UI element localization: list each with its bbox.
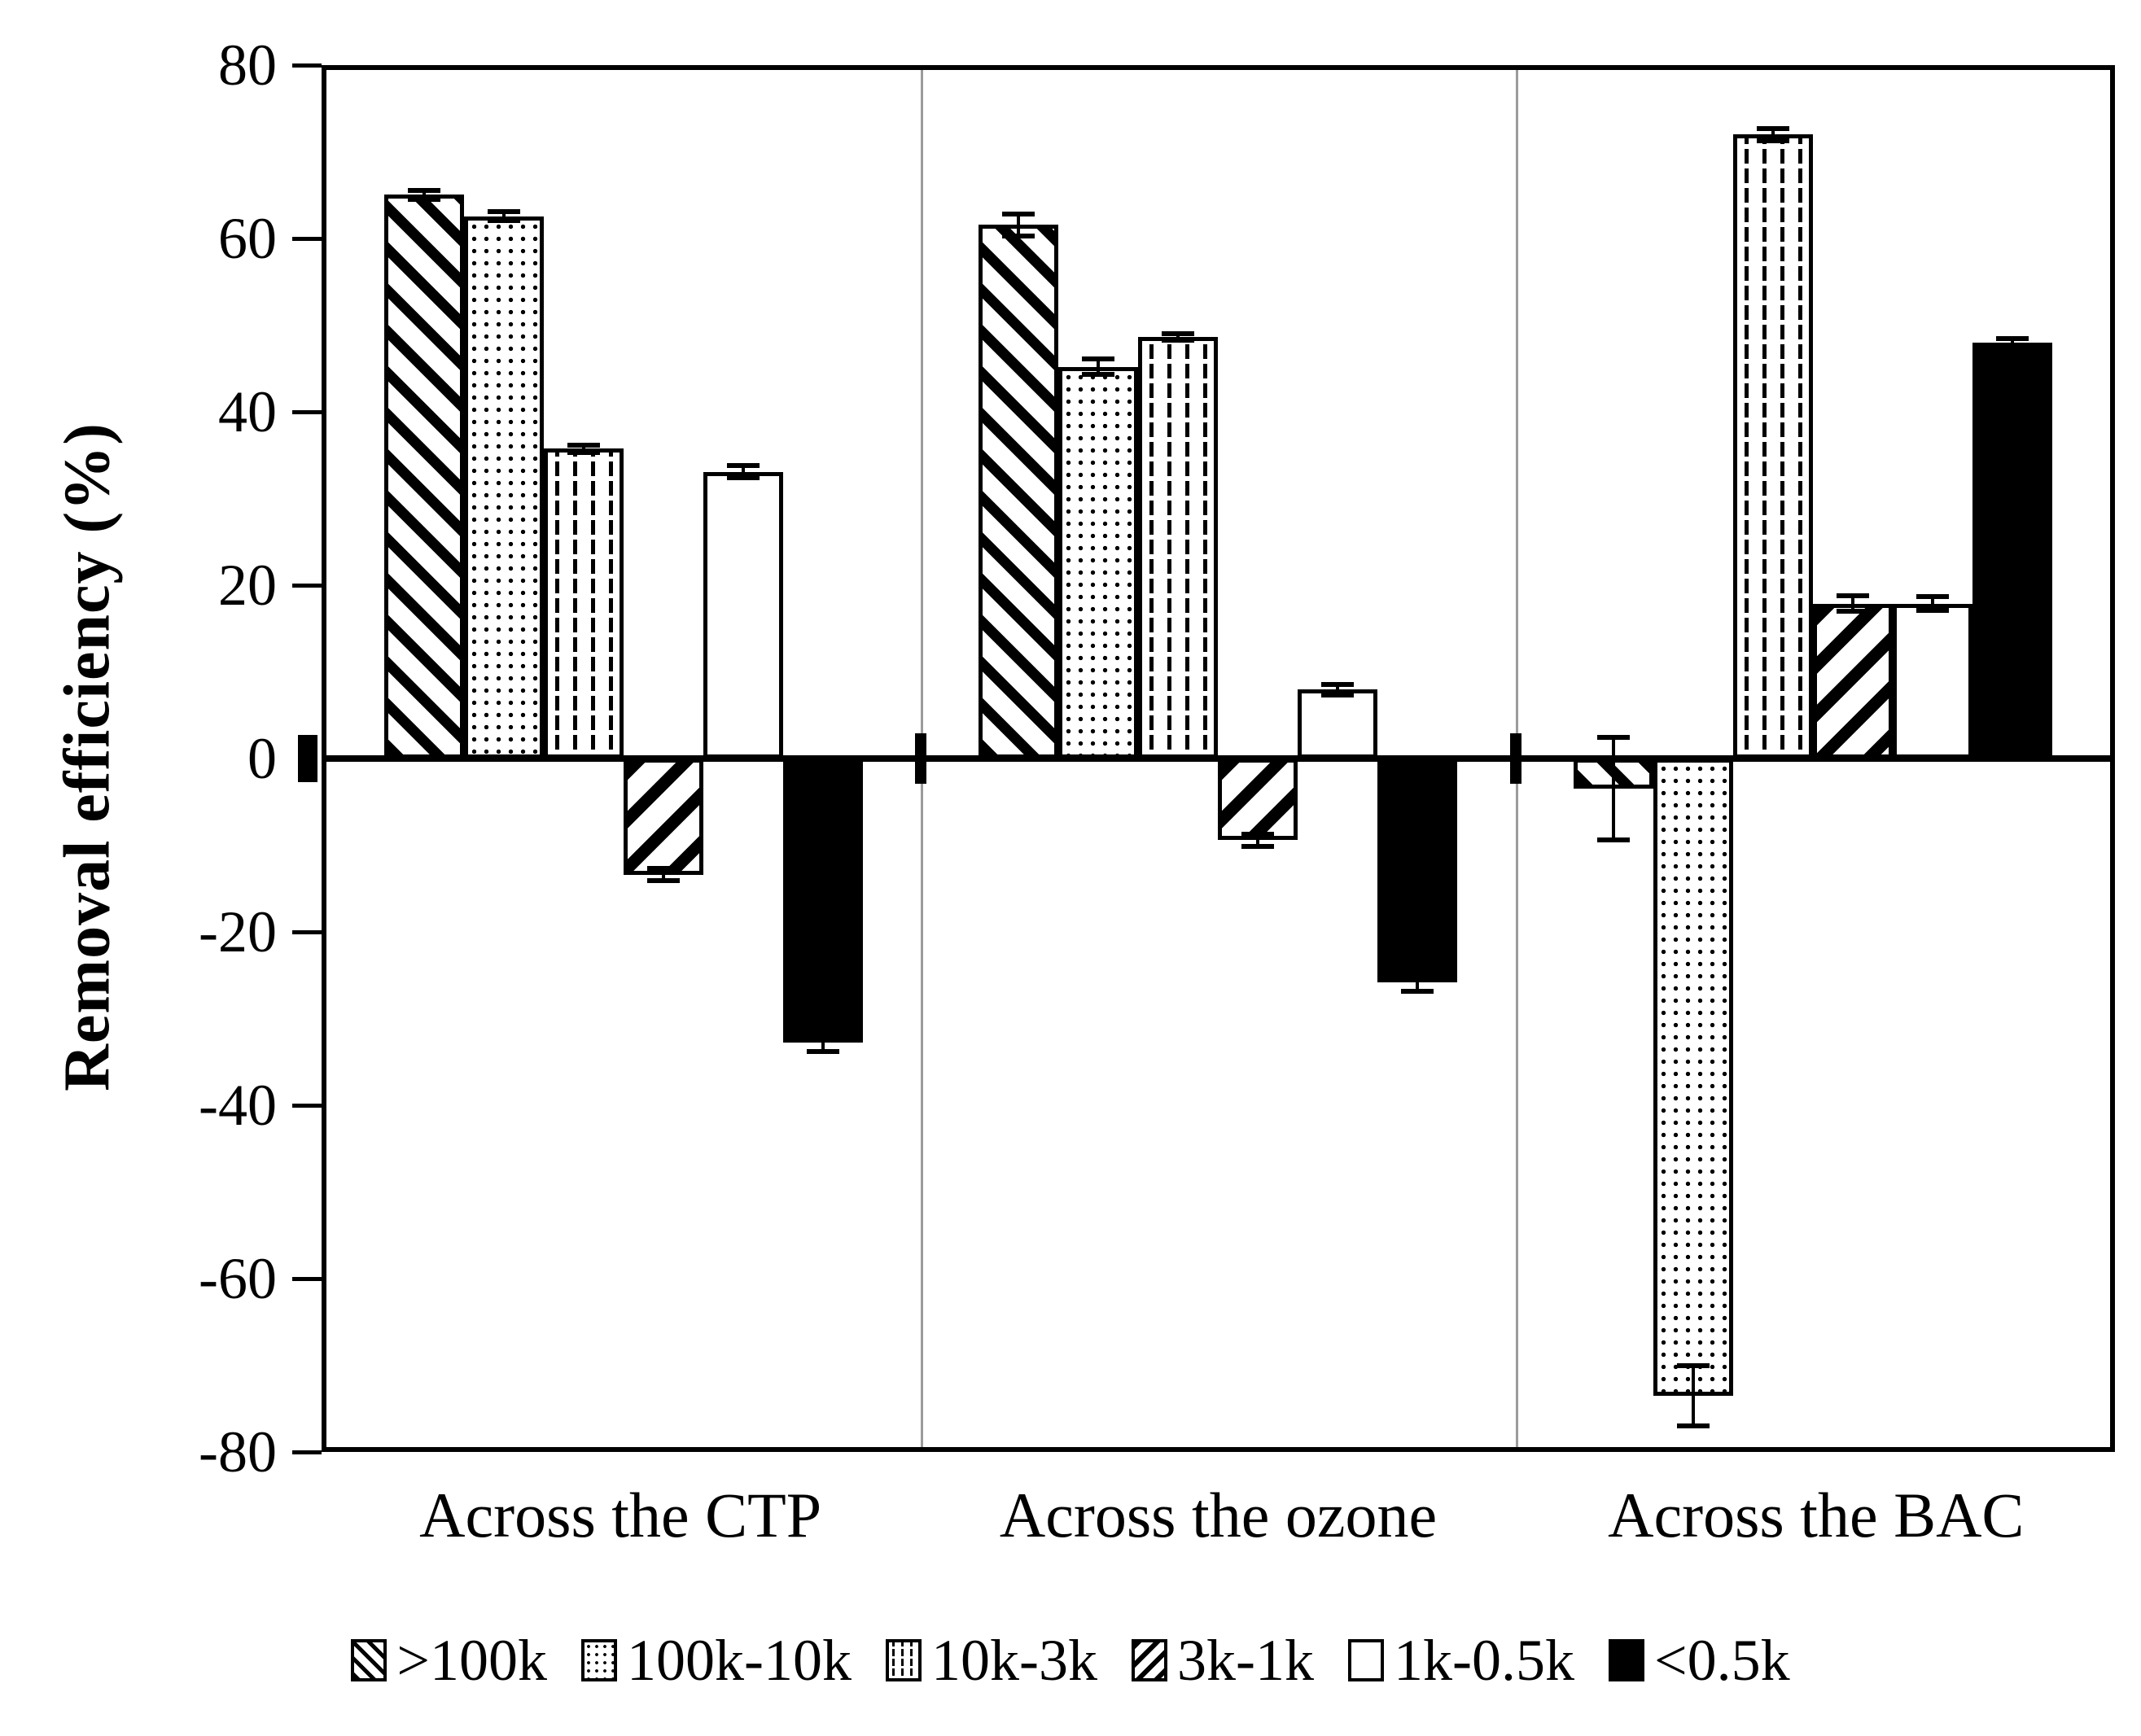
bar xyxy=(1138,336,1219,759)
legend-swatch-icon xyxy=(1608,1639,1644,1681)
error-bar xyxy=(1256,834,1260,846)
error-bar xyxy=(742,466,746,479)
bar-slot xyxy=(979,70,1059,1447)
y-tick-label: -60 xyxy=(199,1246,277,1311)
bar-slot xyxy=(544,70,624,1447)
bar xyxy=(1377,759,1458,982)
error-bar xyxy=(502,212,506,221)
zero-axis-line xyxy=(326,755,2110,762)
legend-label: <0.5k xyxy=(1653,1628,1790,1693)
bar-slot xyxy=(1377,70,1458,1447)
y-tick-mark xyxy=(292,1276,322,1281)
bar-slot xyxy=(464,70,545,1447)
bar xyxy=(703,471,784,759)
error-bar xyxy=(423,190,427,199)
legend-item: 100k-10k xyxy=(581,1624,852,1697)
error-bar xyxy=(1850,596,1854,612)
error-bar xyxy=(1416,973,1420,991)
x-category-label: Across the CTP xyxy=(419,1480,822,1550)
legend-swatch-icon xyxy=(1347,1639,1384,1681)
error-bar xyxy=(1336,684,1340,695)
legend-item: <0.5k xyxy=(1608,1624,1790,1697)
legend-swatch-icon xyxy=(581,1639,618,1681)
legend: >100k 100k-10k 10k-3k 3k-1k 1k-0.5k <0.5k xyxy=(0,1624,2141,1697)
y-tick-mark xyxy=(292,236,322,241)
error-bar xyxy=(2010,338,2014,348)
bar xyxy=(1298,689,1378,759)
bar-group xyxy=(326,70,921,1447)
y-tick-label: -80 xyxy=(199,1419,277,1485)
x-axis-labels: Across the CTP Across the ozone Across the… xyxy=(322,1475,2115,1556)
error-bar xyxy=(821,1034,825,1052)
bar-slot xyxy=(1972,70,2052,1447)
bar-group xyxy=(921,70,1515,1447)
bar xyxy=(1732,134,1813,759)
legend-swatch-icon xyxy=(351,1639,387,1681)
bar-slot xyxy=(1138,70,1219,1447)
y-tick-mark xyxy=(298,735,317,782)
y-axis-title: Removal efficiency (%) xyxy=(51,422,124,1091)
bar xyxy=(1892,603,1972,759)
bar-slot xyxy=(1298,70,1378,1447)
error-bar xyxy=(1611,737,1615,841)
y-tick-mark xyxy=(292,63,322,68)
legend-label: 10k-3k xyxy=(931,1628,1097,1693)
error-bar xyxy=(1176,333,1180,341)
error-bar xyxy=(662,868,666,881)
bar xyxy=(1812,603,1893,759)
y-tick-mark xyxy=(292,1103,322,1108)
bar-slot xyxy=(384,70,465,1447)
legend-swatch-icon xyxy=(886,1639,922,1681)
legend-label: 100k-10k xyxy=(627,1628,852,1693)
bar-slot xyxy=(1058,70,1139,1447)
legend-label: 3k-1k xyxy=(1177,1628,1314,1693)
legend-label: >100k xyxy=(396,1628,548,1693)
bar xyxy=(1972,343,2052,759)
legend-swatch-icon xyxy=(1132,1639,1167,1681)
x-axis-boundary-tick xyxy=(1509,733,1521,784)
bar-slot xyxy=(703,70,784,1447)
legend-item: 1k-0.5k xyxy=(1347,1624,1574,1697)
bar xyxy=(464,216,545,759)
y-tick-label: 80 xyxy=(218,33,277,98)
error-bar xyxy=(1691,1365,1695,1426)
bar xyxy=(783,759,864,1043)
bar-slot xyxy=(783,70,864,1447)
y-tick-mark xyxy=(292,409,322,414)
y-tick-mark xyxy=(292,1450,322,1454)
bar-slot xyxy=(624,70,704,1447)
bar xyxy=(1058,366,1139,759)
error-bar xyxy=(1017,213,1021,237)
legend-item: >100k xyxy=(351,1624,547,1697)
x-axis-boundary-tick xyxy=(915,733,927,784)
bar xyxy=(1653,759,1733,1396)
legend-item: 10k-3k xyxy=(886,1624,1097,1697)
x-category-label: Across the BAC xyxy=(1608,1480,2025,1550)
bar-slot xyxy=(1892,70,1972,1447)
bar xyxy=(624,759,704,875)
bar xyxy=(544,448,624,759)
y-tick-mark xyxy=(292,929,322,934)
legend-item: 3k-1k xyxy=(1132,1624,1314,1697)
bar xyxy=(979,225,1059,759)
bar-group xyxy=(1516,70,2110,1447)
bar xyxy=(384,195,465,759)
bar xyxy=(1218,759,1298,841)
bar-slot xyxy=(1653,70,1733,1447)
plot-area xyxy=(322,65,2115,1452)
error-bar xyxy=(582,445,586,453)
error-bar xyxy=(1771,128,1775,141)
y-tick-label: 60 xyxy=(218,206,277,271)
legend-label: 1k-0.5k xyxy=(1393,1628,1574,1693)
bar-slot xyxy=(1732,70,1813,1447)
bar-slot xyxy=(1812,70,1893,1447)
x-category-label: Across the ozone xyxy=(999,1480,1438,1550)
error-bar xyxy=(1097,359,1101,375)
y-tick-mark xyxy=(292,583,322,588)
error-bar xyxy=(1930,597,1934,611)
bar-groups xyxy=(326,70,2110,1447)
